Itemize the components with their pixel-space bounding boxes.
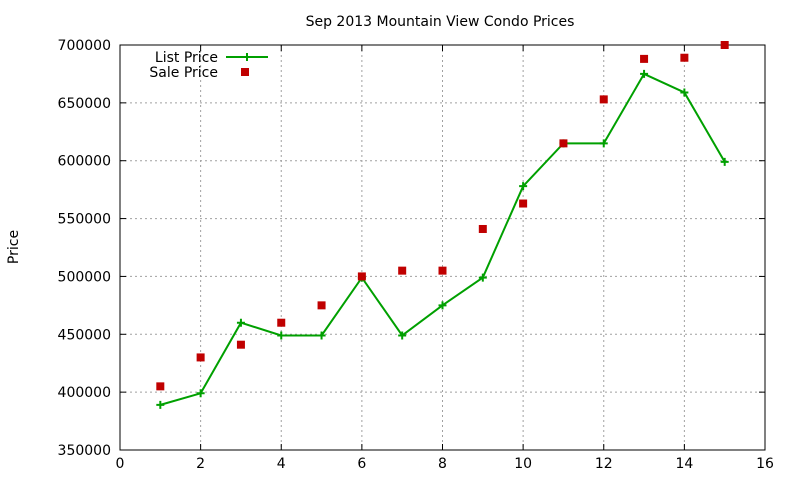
series-sale-price: [156, 41, 729, 391]
y-tick-label: 350000: [58, 443, 111, 459]
chart-title: Sep 2013 Mountain View Condo Prices: [306, 14, 575, 30]
list-price-point: [438, 301, 447, 310]
sale-price-point: [599, 95, 608, 104]
y-tick-label: 400000: [58, 385, 111, 401]
y-tick-label: 450000: [58, 327, 111, 343]
list-price-point: [680, 88, 689, 97]
y-tick-label: 550000: [58, 212, 111, 228]
y-tick-label: 500000: [58, 269, 111, 285]
x-tick-label: 12: [595, 456, 613, 472]
sale-price-point: [236, 340, 245, 349]
sale-price-point: [357, 272, 366, 281]
sale-price-point: [317, 301, 326, 310]
x-tick-label: 14: [675, 456, 693, 472]
x-tick-label: 6: [357, 456, 366, 472]
list-price-point: [156, 400, 165, 409]
list-price-point: [398, 331, 407, 340]
sale-price-point: [398, 266, 407, 275]
sale-price-point: [720, 41, 729, 49]
series-layer: [156, 41, 729, 409]
sale-price-point: [478, 224, 487, 233]
sale-price-point: [519, 199, 528, 208]
grid-lines: [120, 45, 765, 450]
sale-price-point: [277, 318, 286, 327]
sale-price-point: [438, 266, 447, 275]
list-price-point: [478, 273, 487, 282]
list-price-point: [519, 182, 528, 191]
legend-label: Sale Price: [149, 65, 218, 81]
x-tick-label: 8: [438, 456, 447, 472]
sale-price-point: [680, 53, 689, 62]
x-axis-tick-labels: 0 2 4 6 8 10 12 14 16: [116, 456, 774, 472]
list-price-point: [277, 331, 286, 340]
list-price-point: [640, 69, 649, 78]
x-tick-label: 0: [116, 456, 125, 472]
sale-price-point: [559, 139, 568, 148]
list-price-point: [720, 157, 729, 166]
sale-price-point: [156, 382, 165, 391]
axis-ticks: [119, 44, 766, 451]
legend-marker: [241, 68, 249, 76]
legend-label: List Price: [155, 50, 218, 66]
y-tick-label: 600000: [58, 154, 111, 170]
legend-marker: [243, 53, 251, 61]
sale-price-point: [196, 353, 205, 362]
x-tick-label: 10: [514, 456, 532, 472]
list-price-point: [317, 331, 326, 340]
y-tick-label: 650000: [58, 96, 111, 112]
y-axis-tick-labels: 350000 400000 450000 500000 550000 600000 6500…: [58, 38, 111, 459]
list-price-point: [599, 139, 608, 148]
x-tick-label: 2: [196, 456, 205, 472]
list-price-point: [196, 389, 205, 398]
sale-price-point: [640, 54, 649, 63]
y-tick-label: 700000: [58, 38, 111, 54]
y-axis-label: Price: [6, 230, 22, 264]
x-tick-label: 4: [277, 456, 286, 472]
x-tick-label: 16: [756, 456, 774, 472]
list-price-point: [236, 318, 245, 327]
